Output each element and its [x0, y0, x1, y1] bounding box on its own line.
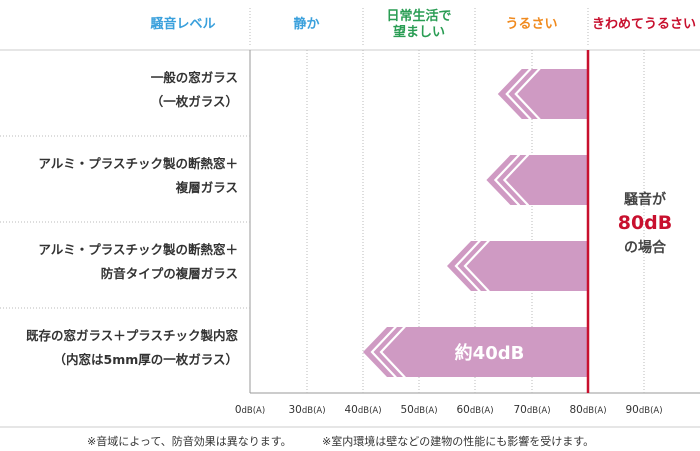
bar-chevron [379, 325, 406, 379]
bar-chevron [454, 239, 481, 293]
bar-body [363, 327, 588, 377]
bar-body [447, 241, 588, 291]
category-label: 一般の窓ガラス [151, 70, 238, 85]
level-band-label: きわめてうるさい [592, 17, 696, 32]
bar-chevron [514, 67, 541, 121]
footnotes: ※音域によって、防音効果は異なります。 ※室内環境は壁などの建物の性能にも影響を受… [0, 426, 700, 448]
bar-body [497, 69, 588, 119]
category-label: （内窓は5mm厚の一枚ガラス） [54, 352, 239, 367]
footnote: ※室内環境は壁などの建物の性能にも影響を受けます。 [322, 434, 594, 448]
reference-label-line: 騒音が [624, 191, 667, 208]
level-band-label: うるさい [505, 17, 557, 32]
x-tick-label: 50dB(A) [400, 404, 437, 416]
bar-chevron [370, 325, 397, 379]
bar-data-label: 約40dB [455, 342, 525, 364]
bar [486, 153, 588, 207]
category-label: アルミ・プラスチック製の断熱窓＋ [38, 156, 238, 171]
x-tick-label: 90dB(A) [625, 404, 662, 416]
category-label: 既存の窓ガラス＋プラスチック製内窓 [26, 328, 239, 343]
category-label: 防音タイプの複層ガラス [101, 266, 238, 281]
level-header-title: 騒音レベル [149, 16, 215, 32]
category-label: 複層ガラス [175, 180, 238, 195]
category-label: アルミ・プラスチック製の断熱窓＋ [38, 242, 238, 257]
x-tick-label: 60dB(A) [456, 404, 493, 416]
level-band-label: 静か [293, 16, 319, 32]
category-label: （一枚ガラス） [151, 94, 238, 109]
reference-label-line: の場合 [624, 239, 667, 256]
level-band-label: 日常生活で [386, 8, 451, 24]
bar [497, 67, 588, 121]
level-band-label: 望ましい [393, 24, 445, 40]
footnote: ※音域によって、防音効果は異なります。 [87, 434, 292, 448]
bar-chevron [505, 67, 532, 121]
reference-line-group: 騒音が 80dB の場合 [586, 50, 673, 393]
bar [447, 239, 588, 293]
x-tick-label: 40dB(A) [344, 404, 381, 416]
bar-body [486, 155, 588, 205]
bars: 約40dB [363, 67, 588, 379]
reference-label-value: 80dB [618, 212, 673, 234]
x-tick-label: 70dB(A) [513, 404, 550, 416]
bar-chevron [463, 239, 490, 293]
x-tick-label: 0dB(A) [235, 404, 265, 416]
bar-chevron [493, 153, 521, 207]
x-tick-label: 30dB(A) [288, 404, 325, 416]
bar-chevron [502, 153, 530, 207]
x-tick-label: 80dB(A) [569, 404, 606, 416]
category-labels: 一般の窓ガラス（一枚ガラス）アルミ・プラスチック製の断熱窓＋複層ガラスアルミ・プ… [26, 70, 239, 367]
bar [363, 325, 588, 379]
x-tick-labels: 0dB(A) 30dB(A) 40dB(A) 50dB(A) 60dB(A) 70dB(A… [235, 404, 663, 416]
